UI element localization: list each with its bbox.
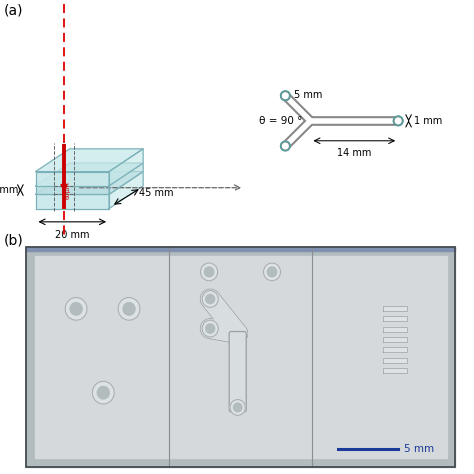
Circle shape <box>118 298 140 320</box>
Circle shape <box>283 143 288 149</box>
Bar <box>383 368 407 373</box>
Text: 1 mm: 1 mm <box>414 116 443 126</box>
Circle shape <box>267 267 277 277</box>
Bar <box>35 256 447 458</box>
Circle shape <box>201 263 218 281</box>
FancyBboxPatch shape <box>229 331 246 412</box>
Text: 60μm: 60μm <box>66 181 71 199</box>
Text: 5 mm: 5 mm <box>294 90 322 100</box>
Text: 14 mm: 14 mm <box>337 148 372 158</box>
Circle shape <box>97 386 109 399</box>
Circle shape <box>92 381 114 404</box>
Polygon shape <box>36 149 143 172</box>
Bar <box>383 337 407 342</box>
Circle shape <box>393 116 403 126</box>
Polygon shape <box>109 163 143 194</box>
Bar <box>383 327 407 331</box>
Text: (b): (b) <box>4 233 24 247</box>
Polygon shape <box>36 172 109 186</box>
Circle shape <box>395 118 401 124</box>
Polygon shape <box>36 194 109 209</box>
Circle shape <box>281 91 290 100</box>
Circle shape <box>234 403 242 412</box>
Bar <box>383 306 407 311</box>
Bar <box>26 247 455 251</box>
Circle shape <box>123 302 135 315</box>
Bar <box>383 316 407 321</box>
Circle shape <box>264 263 281 281</box>
Circle shape <box>230 400 245 415</box>
Circle shape <box>70 302 82 315</box>
Circle shape <box>206 324 215 333</box>
Circle shape <box>202 291 218 307</box>
Bar <box>383 358 407 363</box>
Text: θ = 90 °: θ = 90 ° <box>258 116 302 126</box>
Circle shape <box>65 298 87 320</box>
Text: 5 mm: 5 mm <box>403 444 434 455</box>
Circle shape <box>281 141 290 151</box>
Polygon shape <box>36 186 109 194</box>
Polygon shape <box>109 172 143 209</box>
Circle shape <box>204 267 214 277</box>
Circle shape <box>202 320 218 337</box>
Polygon shape <box>109 149 143 186</box>
Text: 20 mm: 20 mm <box>55 230 90 240</box>
Bar <box>26 247 455 466</box>
Text: 45 mm: 45 mm <box>139 188 174 199</box>
Polygon shape <box>36 172 143 194</box>
Bar <box>383 347 407 352</box>
Text: 2 mm: 2 mm <box>0 185 18 195</box>
Circle shape <box>283 93 288 99</box>
Circle shape <box>206 294 215 304</box>
Bar <box>26 247 455 466</box>
Polygon shape <box>36 163 143 186</box>
Text: (a): (a) <box>4 4 23 18</box>
